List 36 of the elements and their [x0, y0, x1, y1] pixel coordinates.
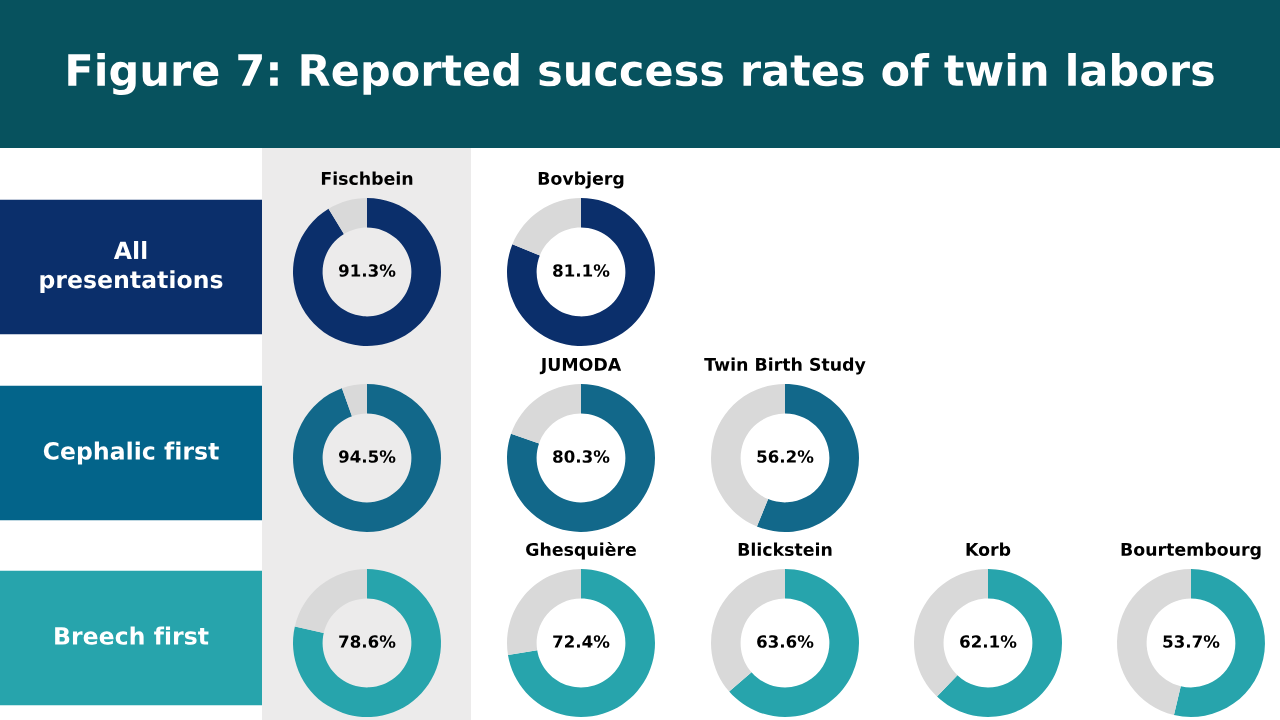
donut-slice: [512, 198, 581, 256]
data-label: 63.6%: [757, 635, 814, 648]
chart-title: Twin Birth Study: [704, 357, 866, 375]
donut-slice: [341, 384, 367, 417]
text: Cephalic first: [43, 441, 219, 465]
chart-title: Bovbjerg: [538, 171, 624, 189]
donut-slice: [756, 384, 859, 532]
chart-title: Ghesquière: [526, 541, 636, 560]
donut-slice: [293, 198, 441, 346]
data-label: 94.5%: [338, 450, 396, 463]
chart-title: Korb: [966, 542, 1011, 557]
chart-title: Fischbein: [321, 171, 413, 186]
data-label: 56.2%: [757, 450, 814, 463]
data-label: 62.1%: [960, 635, 1017, 648]
chart-title: Bourtembourg: [1121, 542, 1261, 560]
donut-slice: [511, 384, 581, 444]
data-label: 78.6%: [339, 635, 396, 648]
chart-title: Blickstein: [738, 542, 832, 557]
donut-slice: [507, 569, 655, 717]
donut-slice: [507, 384, 655, 532]
donut-slice: [937, 569, 1062, 717]
donut-slice: [294, 569, 367, 634]
donut-slice: [328, 198, 367, 235]
text: Figure 7: Reported success rates of twin labors: [68, 53, 1214, 95]
data-label: 81.1%: [553, 264, 610, 277]
donut-slice: [293, 384, 441, 532]
data-label: 91.3%: [338, 264, 396, 277]
text: Breech first: [55, 626, 209, 645]
data-label: 72.4%: [553, 635, 610, 648]
chart-title: JUMODA: [539, 357, 622, 375]
text: All presentations: [40, 241, 223, 293]
data-label: 53.7%: [1163, 635, 1220, 648]
donut-slice: [729, 569, 859, 717]
donut-slice: [293, 569, 441, 717]
donut-slice: [507, 198, 655, 346]
data-label: 80.3%: [553, 450, 610, 463]
